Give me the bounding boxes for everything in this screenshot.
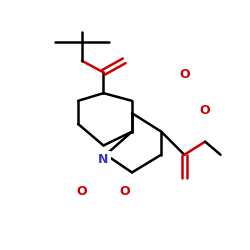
Text: O: O bbox=[200, 104, 210, 117]
Text: O: O bbox=[76, 185, 87, 198]
Text: O: O bbox=[179, 68, 190, 81]
Text: N: N bbox=[98, 153, 109, 166]
Text: O: O bbox=[119, 185, 130, 198]
